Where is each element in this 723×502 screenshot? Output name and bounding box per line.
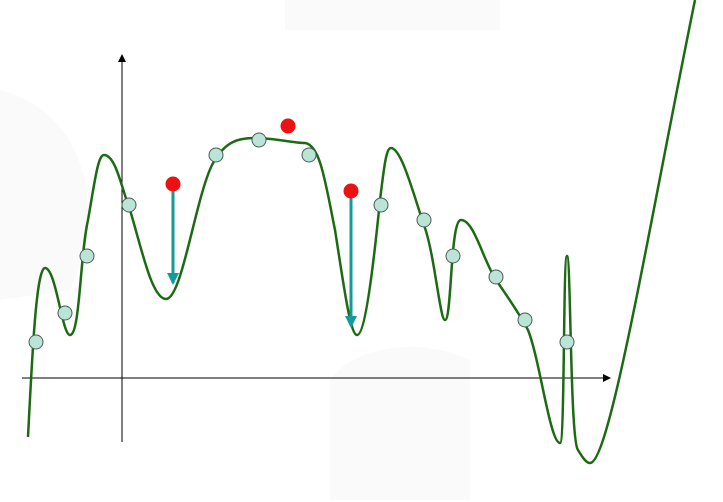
training-point	[517, 312, 533, 328]
test-point	[343, 183, 359, 199]
training-point	[208, 147, 224, 163]
training-point	[488, 269, 504, 285]
training-point	[373, 197, 389, 213]
training-point	[79, 248, 95, 264]
training-point	[28, 334, 44, 350]
test-point	[165, 176, 181, 192]
test-point	[280, 118, 296, 134]
training-point	[416, 212, 432, 228]
training-point	[57, 305, 73, 321]
training-point	[301, 147, 317, 163]
watermark	[0, 0, 500, 500]
training-points	[28, 132, 575, 350]
training-point	[251, 132, 267, 148]
training-point	[559, 334, 575, 350]
test-points	[165, 118, 359, 199]
training-point	[445, 248, 461, 264]
training-point	[121, 197, 137, 213]
